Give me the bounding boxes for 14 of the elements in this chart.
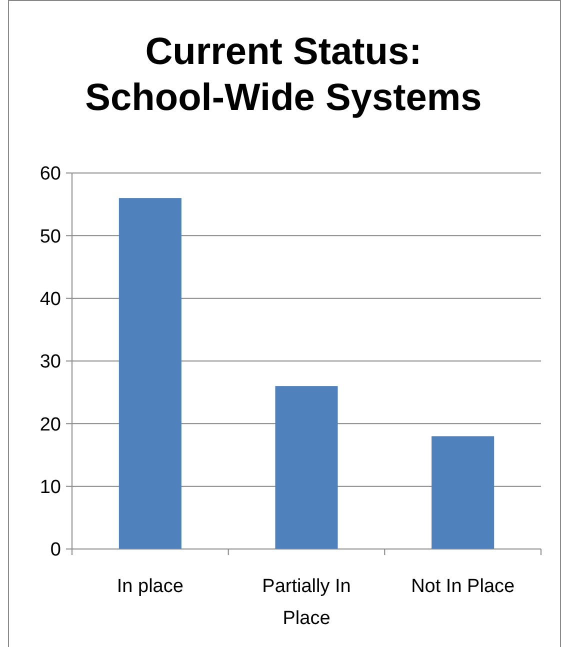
y-tick-label: 10 [40,476,61,498]
chart-title: Current Status: School-Wide Systems [85,31,482,119]
y-tick-label: 20 [40,414,61,436]
x-tick-label: In place [116,576,184,597]
bar [118,198,182,549]
y-tick-label: 30 [40,352,61,373]
y-tick-label: 60 [40,164,61,185]
y-tick-label: 0 [50,540,61,561]
x-tick-label: Not In Place [411,576,515,597]
y-tick-label: 40 [40,288,61,310]
x-tick-label: Partially In Place [262,576,351,629]
bar [275,386,338,549]
bar [432,436,494,549]
y-tick-label: 50 [40,226,61,248]
